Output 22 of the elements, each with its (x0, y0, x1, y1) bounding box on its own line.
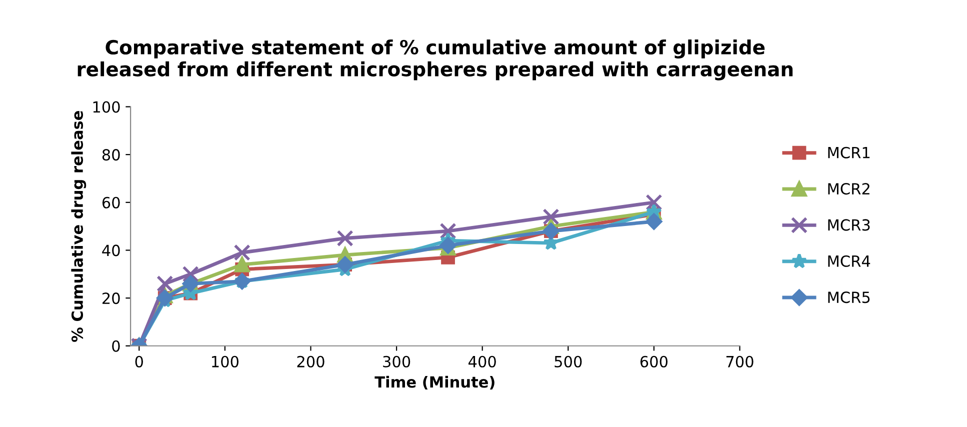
x-tick-label: 400 (468, 356, 496, 368)
x-tick-label: 200 (297, 356, 324, 368)
y-tick-label: 40 (102, 244, 120, 256)
y-axis-title: % Cumulative drug release (71, 111, 86, 342)
chart-title: Comparative statement of % cumulative amount of glipizide released from different microspheres prepared with carrageenan (78, 39, 793, 80)
legend-label: MCR2 (828, 183, 870, 195)
x-tick-label: 100 (212, 356, 238, 368)
x-tick-label: 600 (640, 356, 668, 368)
legend-label: MCR3 (828, 219, 870, 231)
x-axis-title: Time (Minute) (374, 376, 494, 390)
y-tick-label: 80 (102, 149, 120, 161)
y-tick-label: 100 (93, 101, 120, 113)
y-tick-label: 0 (112, 340, 120, 352)
y-tick-label: 60 (102, 196, 120, 208)
x-tick-label: 300 (383, 356, 410, 368)
legend-label: MCR4 (828, 255, 870, 267)
legend-label: MCR1 (828, 146, 870, 158)
x-tick-label: 0 (135, 356, 143, 368)
x-tick-label: 500 (554, 356, 582, 368)
y-tick-label: 20 (102, 292, 120, 304)
x-tick-label: 700 (726, 356, 754, 368)
legend-label: MCR5 (828, 292, 870, 304)
